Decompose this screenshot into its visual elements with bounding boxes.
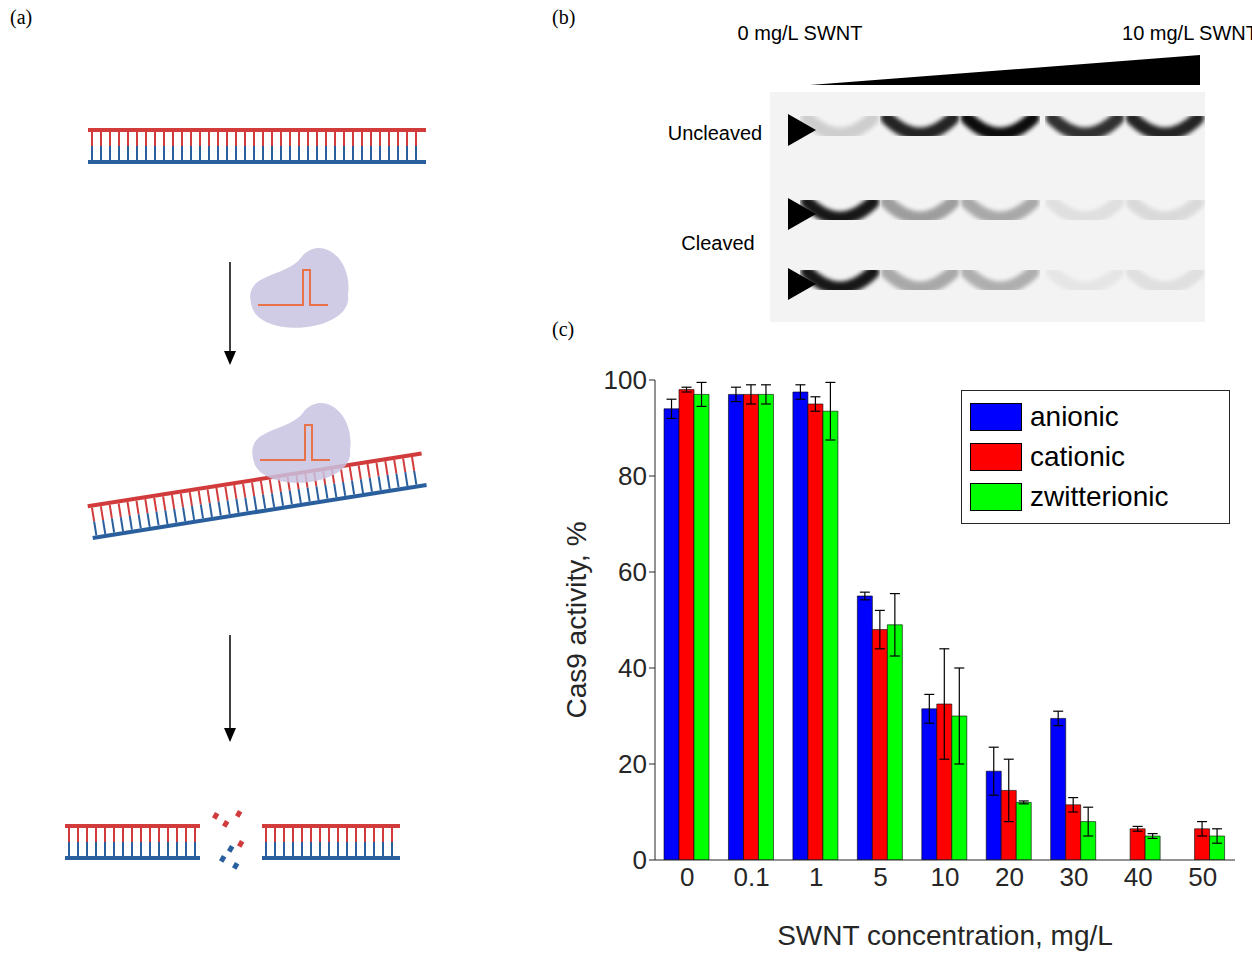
html-text:zwitterionic: zwitterionic [1030,481,1169,512]
svg-text:40: 40 [1124,862,1153,892]
svg-text:0: 0 [633,845,647,875]
svg-text:10: 10 [931,862,960,892]
svg-text:0: 0 [680,862,694,892]
svg-text:Cas9 activity, %: Cas9 activity, % [561,521,592,718]
svg-text:0.1: 0.1 [734,862,770,892]
svg-text:50: 50 [1188,862,1217,892]
svg-text:SWNT concentration, mg/L: SWNT concentration, mg/L [777,920,1113,951]
html-text:(a): (a) [10,6,33,28]
svg-text:20: 20 [995,862,1024,892]
svg-text:30: 30 [1059,862,1088,892]
svg-text:20: 20 [618,749,647,779]
html-text:(b): (b) [552,6,576,28]
svg-text:1: 1 [809,862,823,892]
svg-text:100: 100 [604,365,647,395]
svg-text:Cleaved: Cleaved [681,232,754,254]
svg-text:40: 40 [618,653,647,683]
html-text:anionic: anionic [1030,401,1119,432]
svg-text:60: 60 [618,557,647,587]
svg-text:0 mg/L SWNT: 0 mg/L SWNT [738,22,863,44]
svg-text:5: 5 [873,862,887,892]
svg-text:Uncleaved: Uncleaved [668,122,763,144]
svg-text:10 mg/L SWNT: 10 mg/L SWNT [1122,22,1252,44]
html-text:(c): (c) [552,318,575,340]
html-text:cationic: cationic [1030,441,1125,472]
svg-text:80: 80 [618,461,647,491]
